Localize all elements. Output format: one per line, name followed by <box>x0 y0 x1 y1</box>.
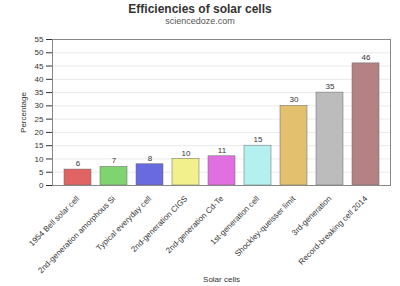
svg-text:Record-breaking cell 2014: Record-breaking cell 2014 <box>297 194 370 267</box>
svg-text:2nd-generation amorphous Si: 2nd-generation amorphous Si <box>36 194 118 276</box>
svg-text:10: 10 <box>35 155 44 164</box>
svg-text:5: 5 <box>39 168 44 177</box>
svg-text:2nd-generation CIGS: 2nd-generation CIGS <box>129 194 190 254</box>
svg-text:3rd-generation: 3rd-generation <box>290 194 334 238</box>
svg-text:6: 6 <box>76 159 81 168</box>
svg-text:Solar cells: Solar cells <box>203 275 240 284</box>
svg-text:1st-generation cell: 1st-generation cell <box>208 194 262 247</box>
html-text:Efficiencies of solar cells: Efficiencies of solar cells <box>128 2 272 16</box>
svg-text:20: 20 <box>35 128 44 137</box>
svg-text:Percentage: Percentage <box>19 91 28 132</box>
svg-text:2nd-generation Cd-Te: 2nd-generation Cd-Te <box>164 194 225 255</box>
svg-text:40: 40 <box>35 75 44 84</box>
svg-text:Typical everyday cell: Typical everyday cell <box>94 194 154 253</box>
html-text:sciencedoze.com: sciencedoze.com <box>165 16 235 26</box>
svg-text:1954 Bell solar cell: 1954 Bell solar cell <box>27 194 82 248</box>
svg-text:11: 11 <box>218 146 227 155</box>
svg-text:46: 46 <box>362 53 371 62</box>
svg-text:35: 35 <box>35 88 44 97</box>
svg-text:50: 50 <box>35 48 44 57</box>
svg-text:35: 35 <box>326 82 335 91</box>
svg-text:45: 45 <box>35 62 44 71</box>
svg-text:15: 15 <box>254 135 263 144</box>
svg-text:10: 10 <box>182 149 191 158</box>
svg-text:25: 25 <box>35 115 44 124</box>
svg-text:30: 30 <box>35 101 44 110</box>
svg-text:Shockley-queisser limit: Shockley-queisser limit <box>233 194 298 259</box>
svg-text:7: 7 <box>112 156 117 165</box>
svg-text:55: 55 <box>35 35 44 44</box>
svg-text:30: 30 <box>290 95 299 104</box>
svg-text:0: 0 <box>39 181 44 190</box>
svg-text:8: 8 <box>148 154 153 163</box>
svg-text:15: 15 <box>35 141 44 150</box>
